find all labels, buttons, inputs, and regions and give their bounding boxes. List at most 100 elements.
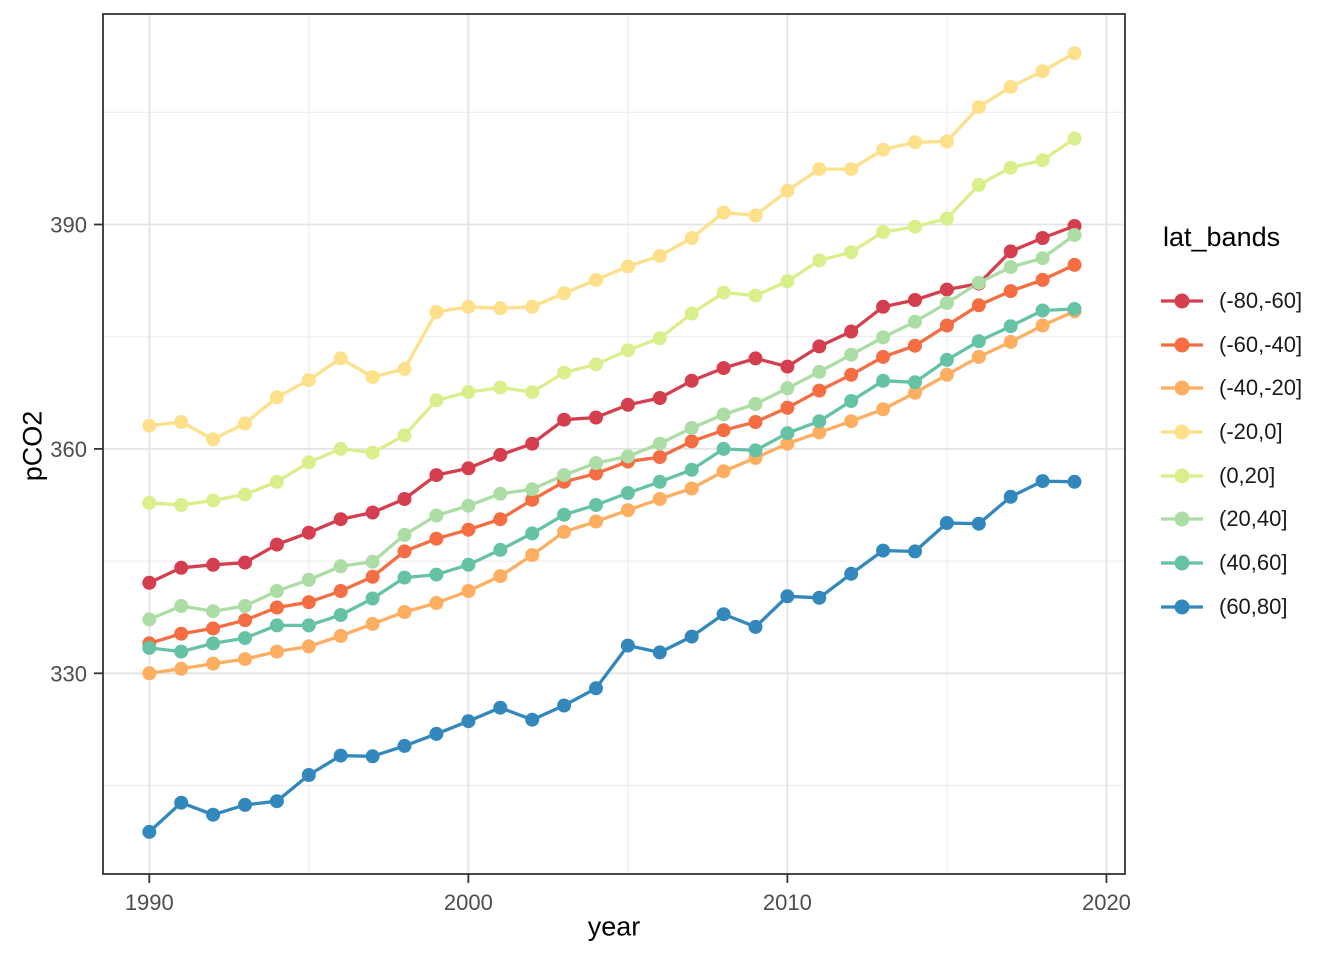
data-point bbox=[525, 492, 540, 507]
data-point bbox=[301, 373, 316, 388]
data-point bbox=[557, 468, 572, 483]
data-point bbox=[429, 393, 444, 408]
data-point bbox=[1067, 131, 1082, 146]
data-point bbox=[971, 298, 986, 313]
data-point bbox=[365, 505, 380, 520]
data-point bbox=[397, 527, 412, 542]
data-point bbox=[716, 285, 731, 300]
data-point bbox=[1035, 303, 1050, 318]
data-point bbox=[333, 441, 348, 456]
data-point bbox=[238, 631, 252, 646]
data-point bbox=[1003, 160, 1018, 175]
data-point bbox=[652, 492, 667, 506]
data-point bbox=[812, 253, 827, 268]
data-point bbox=[652, 450, 667, 465]
data-point bbox=[142, 575, 157, 590]
grid-minor bbox=[103, 14, 1125, 874]
data-point bbox=[780, 400, 795, 415]
data-point bbox=[557, 507, 572, 522]
data-point bbox=[429, 508, 444, 523]
data-point bbox=[748, 397, 763, 411]
data-point bbox=[142, 666, 157, 681]
data-point bbox=[206, 493, 221, 508]
data-point bbox=[174, 560, 189, 575]
data-point bbox=[589, 466, 603, 481]
data-point bbox=[908, 544, 922, 559]
data-point bbox=[1003, 334, 1018, 349]
data-point bbox=[716, 423, 731, 438]
data-point bbox=[939, 318, 954, 333]
data-point bbox=[620, 449, 635, 464]
data-point bbox=[844, 162, 859, 177]
legend-title: lat_bands bbox=[1163, 222, 1281, 252]
data-point bbox=[397, 544, 412, 559]
data-point bbox=[939, 296, 954, 310]
data-point bbox=[876, 142, 891, 157]
data-point bbox=[333, 351, 348, 366]
data-point bbox=[652, 436, 667, 451]
data-point bbox=[269, 390, 284, 405]
data-point bbox=[589, 514, 603, 529]
data-point bbox=[238, 599, 252, 613]
data-point bbox=[939, 352, 954, 367]
data-point bbox=[589, 681, 603, 696]
data-point bbox=[557, 412, 572, 427]
panel-border bbox=[102, 13, 1126, 875]
data-point bbox=[971, 100, 986, 115]
data-point bbox=[333, 584, 348, 598]
data-point bbox=[780, 359, 795, 374]
legend-item-label: (-60,-40] bbox=[1219, 331, 1303, 357]
data-point bbox=[876, 349, 891, 364]
data-point bbox=[525, 548, 540, 563]
data-point bbox=[1067, 302, 1082, 316]
data-point bbox=[748, 208, 763, 223]
data-point bbox=[174, 415, 189, 429]
data-point bbox=[812, 590, 827, 605]
data-point bbox=[461, 461, 476, 476]
data-point bbox=[812, 425, 827, 440]
data-point bbox=[493, 569, 508, 584]
data-point bbox=[908, 219, 922, 234]
data-point bbox=[461, 498, 476, 513]
data-point bbox=[269, 644, 284, 659]
data-point bbox=[557, 698, 572, 713]
data-point bbox=[812, 162, 827, 177]
data-point bbox=[620, 259, 635, 274]
data-point bbox=[333, 748, 348, 763]
data-point bbox=[716, 607, 731, 622]
data-point bbox=[269, 537, 284, 552]
data-point bbox=[525, 385, 540, 400]
data-point bbox=[493, 486, 508, 501]
data-point bbox=[620, 503, 635, 518]
data-point bbox=[939, 211, 954, 226]
data-point bbox=[429, 305, 444, 319]
data-point bbox=[1067, 228, 1082, 242]
y-axis-title: pCO2 bbox=[17, 410, 48, 482]
data-point bbox=[684, 421, 699, 435]
data-point bbox=[397, 428, 412, 443]
data-point bbox=[589, 498, 603, 512]
data-point bbox=[493, 542, 508, 557]
data-point bbox=[525, 482, 540, 497]
data-point bbox=[525, 299, 540, 314]
data-point bbox=[1003, 319, 1018, 334]
data-point bbox=[461, 714, 476, 729]
legend-item: (0,20] bbox=[1160, 454, 1344, 498]
data-point bbox=[206, 621, 221, 636]
data-point bbox=[301, 639, 316, 654]
data-point bbox=[620, 397, 635, 412]
data-point bbox=[174, 795, 189, 810]
data-point bbox=[397, 738, 412, 753]
data-point bbox=[844, 324, 859, 339]
data-point bbox=[908, 314, 922, 329]
legend-item: (20,40] bbox=[1160, 497, 1344, 541]
legend-key-icon bbox=[1161, 337, 1203, 353]
data-point bbox=[142, 612, 157, 627]
data-point bbox=[684, 629, 699, 644]
data-point bbox=[429, 726, 444, 741]
data-point bbox=[206, 807, 221, 822]
legend-item: (40,60] bbox=[1160, 541, 1344, 585]
data-point bbox=[908, 293, 922, 307]
legend-item-label: (-20,0] bbox=[1219, 418, 1283, 444]
